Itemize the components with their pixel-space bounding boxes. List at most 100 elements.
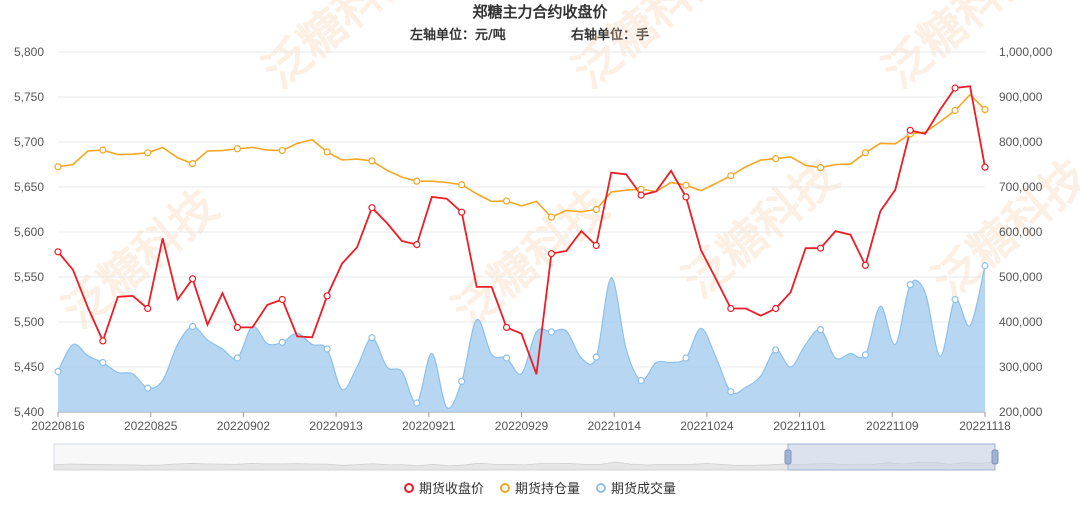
legend-circle-icon [403,482,414,493]
volume-point [54,367,62,376]
volume-point [458,377,466,385]
y-left-tick-label: 5,700 [14,135,44,149]
watermark-text: 泛糖科技 [672,149,848,309]
volume-point [144,384,152,392]
open-interest-point [99,146,107,154]
series-close-line [57,85,986,375]
legend-item[interactable]: 期货成交量 [596,478,676,497]
close-point [637,191,645,199]
volume-point [323,345,331,353]
open-interest-point [323,148,331,156]
y-right-tick-label: 600,000 [999,225,1043,239]
right-axis-unit: 右轴单位：手 [571,28,650,43]
open-interest-point [413,177,421,185]
y-right-tick-label: 900,000 [999,90,1043,104]
close-point [592,241,600,250]
legend-label: 期货收盘价 [418,482,484,497]
close-point [502,323,511,331]
y-left-tick-label: 5,800 [14,45,44,59]
volume-point [233,354,242,362]
y-left-tick-label: 5,600 [14,225,44,239]
open-interest-point [727,172,735,180]
datazoom-left-handle[interactable] [784,449,792,465]
x-tick-label: 20221118 [959,419,1011,433]
volume-point [861,351,869,359]
open-interest-point [278,146,286,155]
open-interest-point [368,157,376,165]
open-interest-point [188,160,197,168]
chart-title: 郑糖主力合约收盘价 [472,3,608,21]
y-right-tick-label: 400,000 [999,315,1043,329]
x-tick-label: 20220913 [309,419,363,433]
x-tick-label: 20221109 [866,419,919,433]
volume-point [727,388,735,396]
x-tick-label: 20220921 [402,419,456,433]
close-point [144,304,152,313]
close-point [981,163,989,171]
y-left-tick-label: 5,650 [14,180,44,194]
y-left-tick-label: 5,550 [14,270,44,284]
close-point [54,248,62,256]
y-left-tick-label: 5,450 [14,360,44,374]
volume-point [278,338,286,346]
watermark-text: 泛糖科技 [252,0,428,98]
volume-point [99,358,107,367]
y-right-tick-label: 1,000,000 [999,45,1053,59]
legend-circle-icon [499,482,510,493]
watermark-text: 泛糖科技 [562,0,738,98]
open-interest-point [816,164,825,172]
volume-point [413,399,421,407]
volume-point [816,326,825,334]
close-point [547,250,556,258]
legend-label: 期货成交量 [611,482,677,497]
open-interest-point [592,205,600,214]
series-open-interest-line [57,93,986,219]
close-point [99,337,107,345]
datazoom-window[interactable] [787,443,996,471]
y-left-tick-label: 5,500 [14,315,44,329]
x-tick-label: 20221014 [588,419,642,433]
open-interest-point [502,197,511,205]
close-point [278,295,286,304]
open-interest-point [861,149,869,157]
x-tick-label: 20221101 [773,419,826,433]
watermark-text: 泛糖科技 [52,179,228,339]
volume-point [188,322,197,331]
close-point [951,84,959,92]
open-interest-point [951,106,959,115]
y-left-tick-label: 5,750 [14,90,44,104]
y-right-tick-label: 200,000 [999,405,1043,419]
volume-point [981,262,989,270]
volume-point [547,328,556,336]
legend-item[interactable]: 期货收盘价 [403,478,484,497]
open-interest-point [233,145,242,153]
close-point [906,126,914,134]
x-tick-label: 20220825 [124,419,178,433]
volume-point [502,354,511,362]
close-point [816,244,825,252]
volume-point [772,346,780,354]
close-point [188,275,197,283]
open-interest-point [54,163,62,171]
legend-item[interactable]: 期货持仓量 [499,478,580,497]
volume-point [682,354,690,362]
y-left-tick-label: 5,400 [14,405,44,419]
close-point [727,304,735,313]
datazoom-right-handle[interactable] [991,449,999,465]
open-interest-point [682,181,690,189]
volume-point [368,334,376,342]
x-tick-label: 20220816 [31,419,85,433]
open-interest-point [547,213,556,221]
close-point [233,323,242,331]
close-point [413,241,421,249]
open-interest-point [637,185,645,193]
x-tick-label: 20220929 [495,419,549,433]
series-volume-area [58,265,985,412]
volume-point [951,295,959,304]
close-point [682,193,690,201]
volume-point [906,281,914,289]
y-right-tick-label: 800,000 [999,135,1043,149]
open-interest-point [458,181,466,189]
series-volume-line [57,265,986,409]
